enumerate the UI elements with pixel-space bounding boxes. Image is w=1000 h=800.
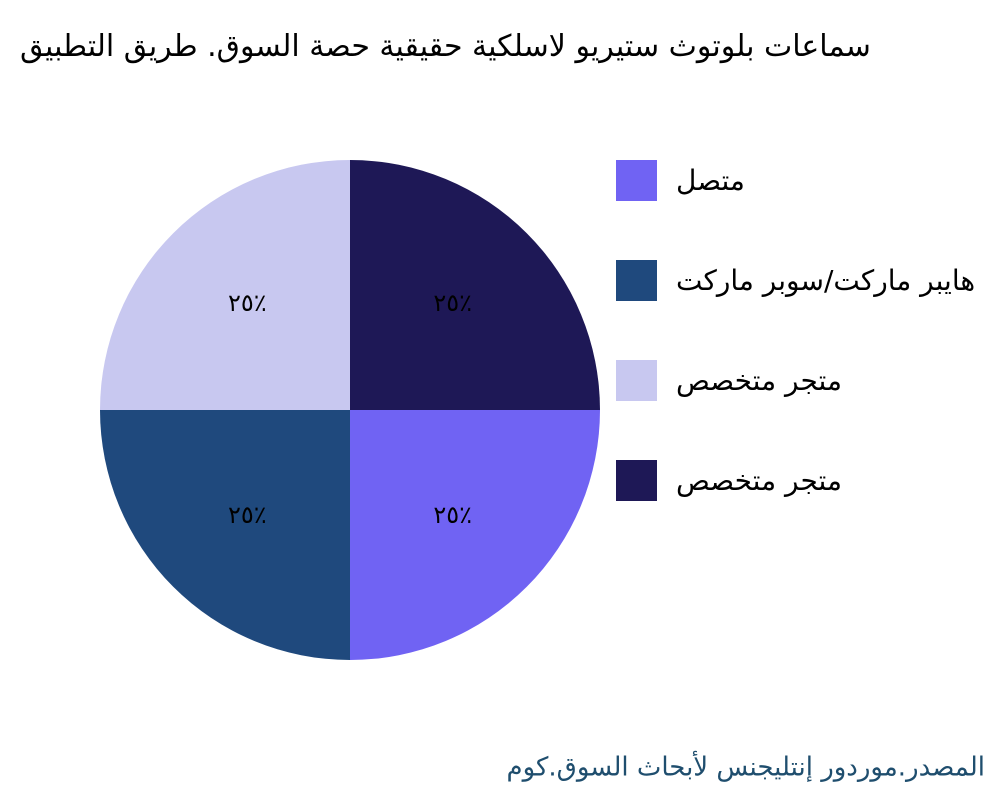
- chart-title: سماعات بلوتوث ستيريو لاسلكية حقيقية حصة …: [20, 29, 871, 64]
- slice-label: ٢٥٪: [433, 501, 472, 529]
- legend-swatch: [616, 260, 657, 301]
- pie-slice: [100, 160, 350, 410]
- slice-label: ٢٥٪: [228, 501, 267, 529]
- pie-slice: [100, 410, 350, 660]
- slice-label: ٢٥٪: [433, 289, 472, 317]
- legend-swatch: [616, 160, 657, 201]
- slice-label: ٢٥٪: [228, 289, 267, 317]
- legend-label: هايبر ماركت/سوبر ماركت: [676, 264, 975, 297]
- legend-label: متجر متخصص: [676, 464, 842, 497]
- footer: المصدر.موردور إنتليجنس لأبحاث السوق.كوم: [507, 750, 986, 783]
- legend-label: متصل: [676, 164, 745, 197]
- legend-swatch: [616, 360, 657, 401]
- pie-slice: [350, 410, 600, 660]
- legend-swatch: [616, 460, 657, 501]
- pie-slice: [350, 160, 600, 410]
- legend-label: متجر متخصص: [676, 364, 842, 397]
